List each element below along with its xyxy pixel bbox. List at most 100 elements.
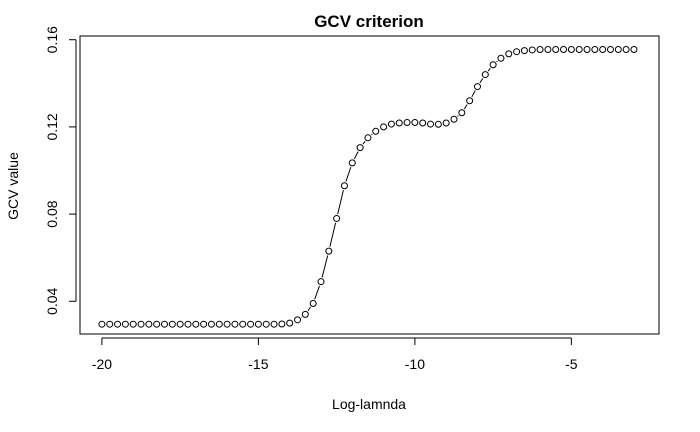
data-point	[301, 310, 309, 318]
data-point	[270, 320, 278, 328]
series-segment	[463, 104, 468, 110]
data-point	[630, 46, 638, 54]
data-point	[168, 320, 176, 328]
data-point	[622, 46, 630, 54]
x-tick-label: -10	[405, 356, 425, 372]
data-point	[520, 47, 528, 55]
y-axis: 0.04 0.08 0.12 0.16	[44, 26, 77, 315]
series-segment	[321, 255, 329, 278]
series-segment	[479, 78, 484, 84]
series-points	[98, 46, 638, 328]
series-dashes	[300, 60, 498, 318]
data-point	[419, 119, 427, 127]
data-point	[450, 115, 458, 123]
data-point	[481, 71, 489, 79]
data-point	[567, 46, 575, 54]
series-segment	[496, 60, 498, 63]
data-point	[356, 144, 364, 152]
data-point	[223, 320, 231, 328]
data-point	[192, 320, 200, 328]
x-axis: -20 -15 -10 -5	[92, 337, 578, 372]
y-axis-label: GCV value	[5, 152, 21, 220]
data-point	[395, 119, 403, 127]
series-segment	[329, 222, 337, 247]
data-point	[364, 134, 372, 142]
series-segment	[471, 90, 476, 98]
series-segment	[362, 141, 366, 145]
x-tick-label: -20	[92, 356, 112, 372]
data-point	[340, 182, 348, 190]
data-point	[489, 61, 497, 69]
data-point	[137, 320, 145, 328]
data-point	[145, 320, 153, 328]
data-point	[544, 46, 552, 54]
series-segment	[371, 133, 373, 136]
data-point	[254, 320, 262, 328]
data-point	[614, 46, 622, 54]
data-point	[372, 127, 380, 135]
data-point	[387, 120, 395, 128]
data-point	[247, 320, 255, 328]
data-point	[552, 46, 560, 54]
series-segment	[457, 115, 459, 117]
data-point	[294, 316, 302, 324]
data-point	[239, 320, 247, 328]
data-point	[325, 247, 333, 255]
data-point	[207, 320, 215, 328]
data-point	[98, 320, 106, 328]
data-point	[505, 50, 513, 58]
data-point	[231, 320, 239, 328]
data-point	[442, 119, 450, 127]
chart-title: GCV criterion	[314, 12, 424, 31]
data-point	[262, 320, 270, 328]
data-point	[560, 46, 568, 54]
series-segment	[314, 285, 320, 300]
x-tick-label: -5	[565, 356, 578, 372]
y-tick-label: 0.04	[44, 287, 60, 314]
data-point	[411, 119, 419, 127]
data-point	[129, 320, 137, 328]
data-point	[121, 320, 129, 328]
data-point	[528, 46, 536, 54]
x-axis-label: Log-lamnda	[332, 396, 406, 412]
y-tick-label: 0.12	[44, 113, 60, 140]
data-point	[161, 320, 169, 328]
data-point	[606, 46, 614, 54]
x-tick-label: -15	[248, 356, 268, 372]
data-point	[333, 214, 341, 222]
data-point	[309, 299, 317, 307]
y-tick-label: 0.16	[44, 26, 60, 53]
data-point	[575, 46, 583, 54]
series-segment	[337, 190, 344, 215]
data-point	[497, 54, 505, 62]
data-point	[176, 320, 184, 328]
series-segment	[307, 306, 311, 312]
data-point	[215, 320, 223, 328]
data-point	[466, 97, 474, 105]
data-point	[591, 46, 599, 54]
series-segment	[345, 166, 352, 182]
data-point	[200, 320, 208, 328]
data-point	[434, 120, 442, 128]
data-point	[106, 320, 114, 328]
data-point	[536, 46, 544, 54]
data-point	[583, 46, 591, 54]
data-point	[286, 319, 294, 327]
data-point	[380, 123, 388, 131]
data-point	[427, 120, 435, 128]
data-point	[599, 46, 607, 54]
data-point	[513, 48, 521, 56]
data-point	[317, 278, 325, 286]
y-tick-label: 0.08	[44, 200, 60, 227]
data-point	[348, 159, 356, 167]
data-point	[403, 119, 411, 127]
plot-frame	[79, 35, 660, 335]
data-point	[278, 320, 286, 328]
series-segment	[353, 151, 359, 160]
data-point	[184, 320, 192, 328]
data-point	[458, 109, 466, 117]
data-point	[473, 83, 481, 91]
data-point	[153, 320, 161, 328]
data-point	[114, 320, 122, 328]
